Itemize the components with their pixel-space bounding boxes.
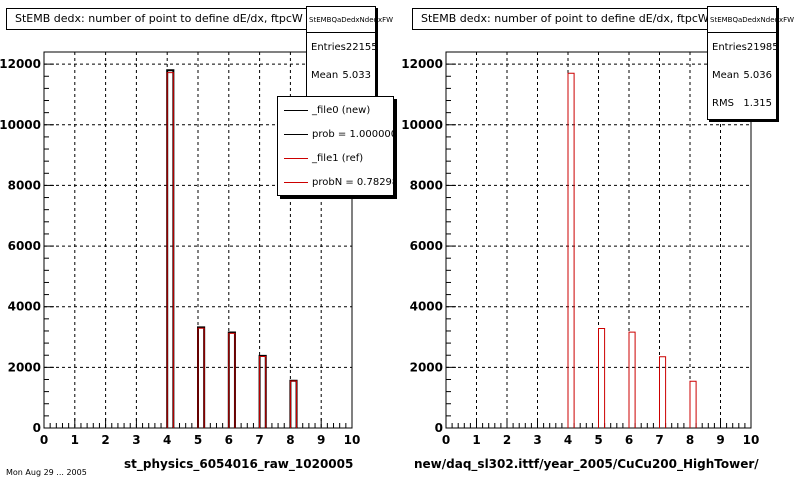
x-tick-label: 9 [716, 433, 724, 447]
y-tick-label: 6000 [8, 239, 41, 253]
histogram-bar [689, 380, 697, 428]
stats-name: StEMBQaDedxNdedxFW [708, 7, 794, 33]
histogram-bar [598, 328, 606, 428]
legend-line-file0 [284, 109, 308, 111]
stats-mean-label: Mean [712, 69, 740, 81]
histogram-bar [567, 72, 575, 428]
y-tick-label: 10000 [0, 118, 41, 132]
histogram-bar [289, 380, 298, 428]
x-tick-label: 8 [286, 433, 294, 447]
y-tick-label: 12000 [0, 57, 41, 71]
y-tick-label: 4000 [8, 300, 41, 314]
stats-entries-label: Entries [311, 41, 346, 53]
stats-rms-value: 1.315 [743, 97, 772, 109]
y-tick-label: 8000 [8, 178, 41, 192]
x-tick-label: 3 [533, 433, 541, 447]
y-tick-label: 10000 [401, 118, 443, 132]
y-tick-label: 8000 [410, 178, 443, 192]
legend-entry-probn: probN = 0.782985 [278, 172, 393, 192]
stats-name: StEMBQaDedxNdedxFW [307, 7, 393, 33]
histogram-right: 0 1 2 3 4 5 6 7 8 9 10 0 2000 4000 6000 8000 10000 12000 [401, 51, 760, 447]
histogram-bar [259, 355, 267, 428]
legend-line-prob [284, 133, 308, 135]
stats-mean-value: 5.036 [743, 69, 772, 81]
x-tick-label: 1 [71, 433, 79, 447]
x-tick-label: 9 [317, 433, 325, 447]
stats-entries-value: 21985 [746, 41, 779, 53]
histogram-bar [166, 72, 174, 428]
x-tick-label: 4 [163, 433, 171, 447]
legend-label-file1: _file1 (ref) [312, 152, 364, 164]
x-tick-label: 10 [743, 433, 760, 447]
x-tick-label: 1 [472, 433, 480, 447]
x-tick-label: 6 [225, 433, 233, 447]
histogram-left: 0 1 2 3 4 5 6 7 8 9 10 0 2000 4000 6000 8000 10000 12000 [0, 51, 361, 447]
stats-entries-label: Entries [712, 41, 747, 53]
y-tick-label: 2000 [8, 360, 41, 374]
stats-entries-row: Entries 21985 [708, 33, 779, 61]
y-tick-label: 2000 [410, 360, 443, 374]
legend-entry-file0: _file0 (new) [278, 100, 393, 120]
legend-label-file0: _file0 (new) [312, 104, 371, 116]
x-tick-label: 8 [686, 433, 694, 447]
right-panel: StEMB dedx: number of point to define dE… [400, 0, 800, 480]
stats-rms-row: RMS 1.315 [708, 89, 776, 117]
x-tick-label: 0 [40, 433, 48, 447]
y-tick-label: 12000 [401, 57, 443, 71]
x-axis-label: st_physics_6054016_raw_1020005 [124, 457, 354, 471]
y-tick-label: 6000 [410, 239, 443, 253]
x-tick-label: 10 [344, 433, 361, 447]
x-tick-label: 0 [442, 433, 450, 447]
legend: _file0 (new) prob = 1.000000 _file1 (ref… [277, 96, 394, 196]
x-axis-label: new/daq_sl302.ittf/year_2005/CuCu200_Hig… [414, 457, 759, 471]
x-tick-label: 6 [625, 433, 633, 447]
y-tick-label: 0 [435, 421, 443, 435]
x-tick-label: 7 [655, 433, 663, 447]
x-tick-label: 5 [194, 433, 202, 447]
x-tick-label: 4 [564, 433, 572, 447]
stats-mean-label: Mean [311, 69, 339, 81]
x-tick-label: 5 [594, 433, 602, 447]
legend-label-probn: probN = 0.782985 [312, 176, 393, 188]
histogram-bar [659, 356, 667, 428]
chart-title: StEMB dedx: number of point to define dE… [6, 8, 312, 30]
stats-entries-row: Entries 22155 [307, 33, 378, 61]
left-panel: StEMB dedx: number of point to define dE… [0, 6, 394, 471]
stats-box-right: StEMBQaDedxNdedxFW Entries 21985 Mean 5.… [707, 6, 794, 120]
legend-line-probn [284, 181, 308, 183]
stats-mean-row: Mean 5.036 [708, 61, 776, 89]
y-tick-label: 4000 [410, 300, 443, 314]
legend-entry-prob: prob = 1.000000 [278, 124, 394, 144]
stats-entries-value: 22155 [345, 41, 378, 53]
stats-mean-row: Mean 5.033 [307, 61, 375, 89]
y-tick-label: 0 [33, 421, 41, 435]
legend-label-prob: prob = 1.000000 [312, 128, 394, 140]
x-tick-label: 2 [503, 433, 511, 447]
histogram-bar [197, 327, 205, 428]
x-tick-label: 2 [101, 433, 109, 447]
legend-entry-file1: _file1 (ref) [278, 148, 393, 168]
stats-rms-label: RMS [712, 97, 734, 109]
histogram-bar [628, 331, 636, 428]
footer-timestamp: Mon Aug 29 ... 2005 [6, 468, 87, 477]
x-tick-label: 3 [132, 433, 140, 447]
x-tick-label: 7 [255, 433, 263, 447]
chart-title: StEMB dedx: number of point to define dE… [412, 8, 718, 30]
stats-mean-value: 5.033 [342, 69, 371, 81]
legend-line-file1 [284, 157, 308, 159]
histogram-bar [228, 332, 236, 428]
